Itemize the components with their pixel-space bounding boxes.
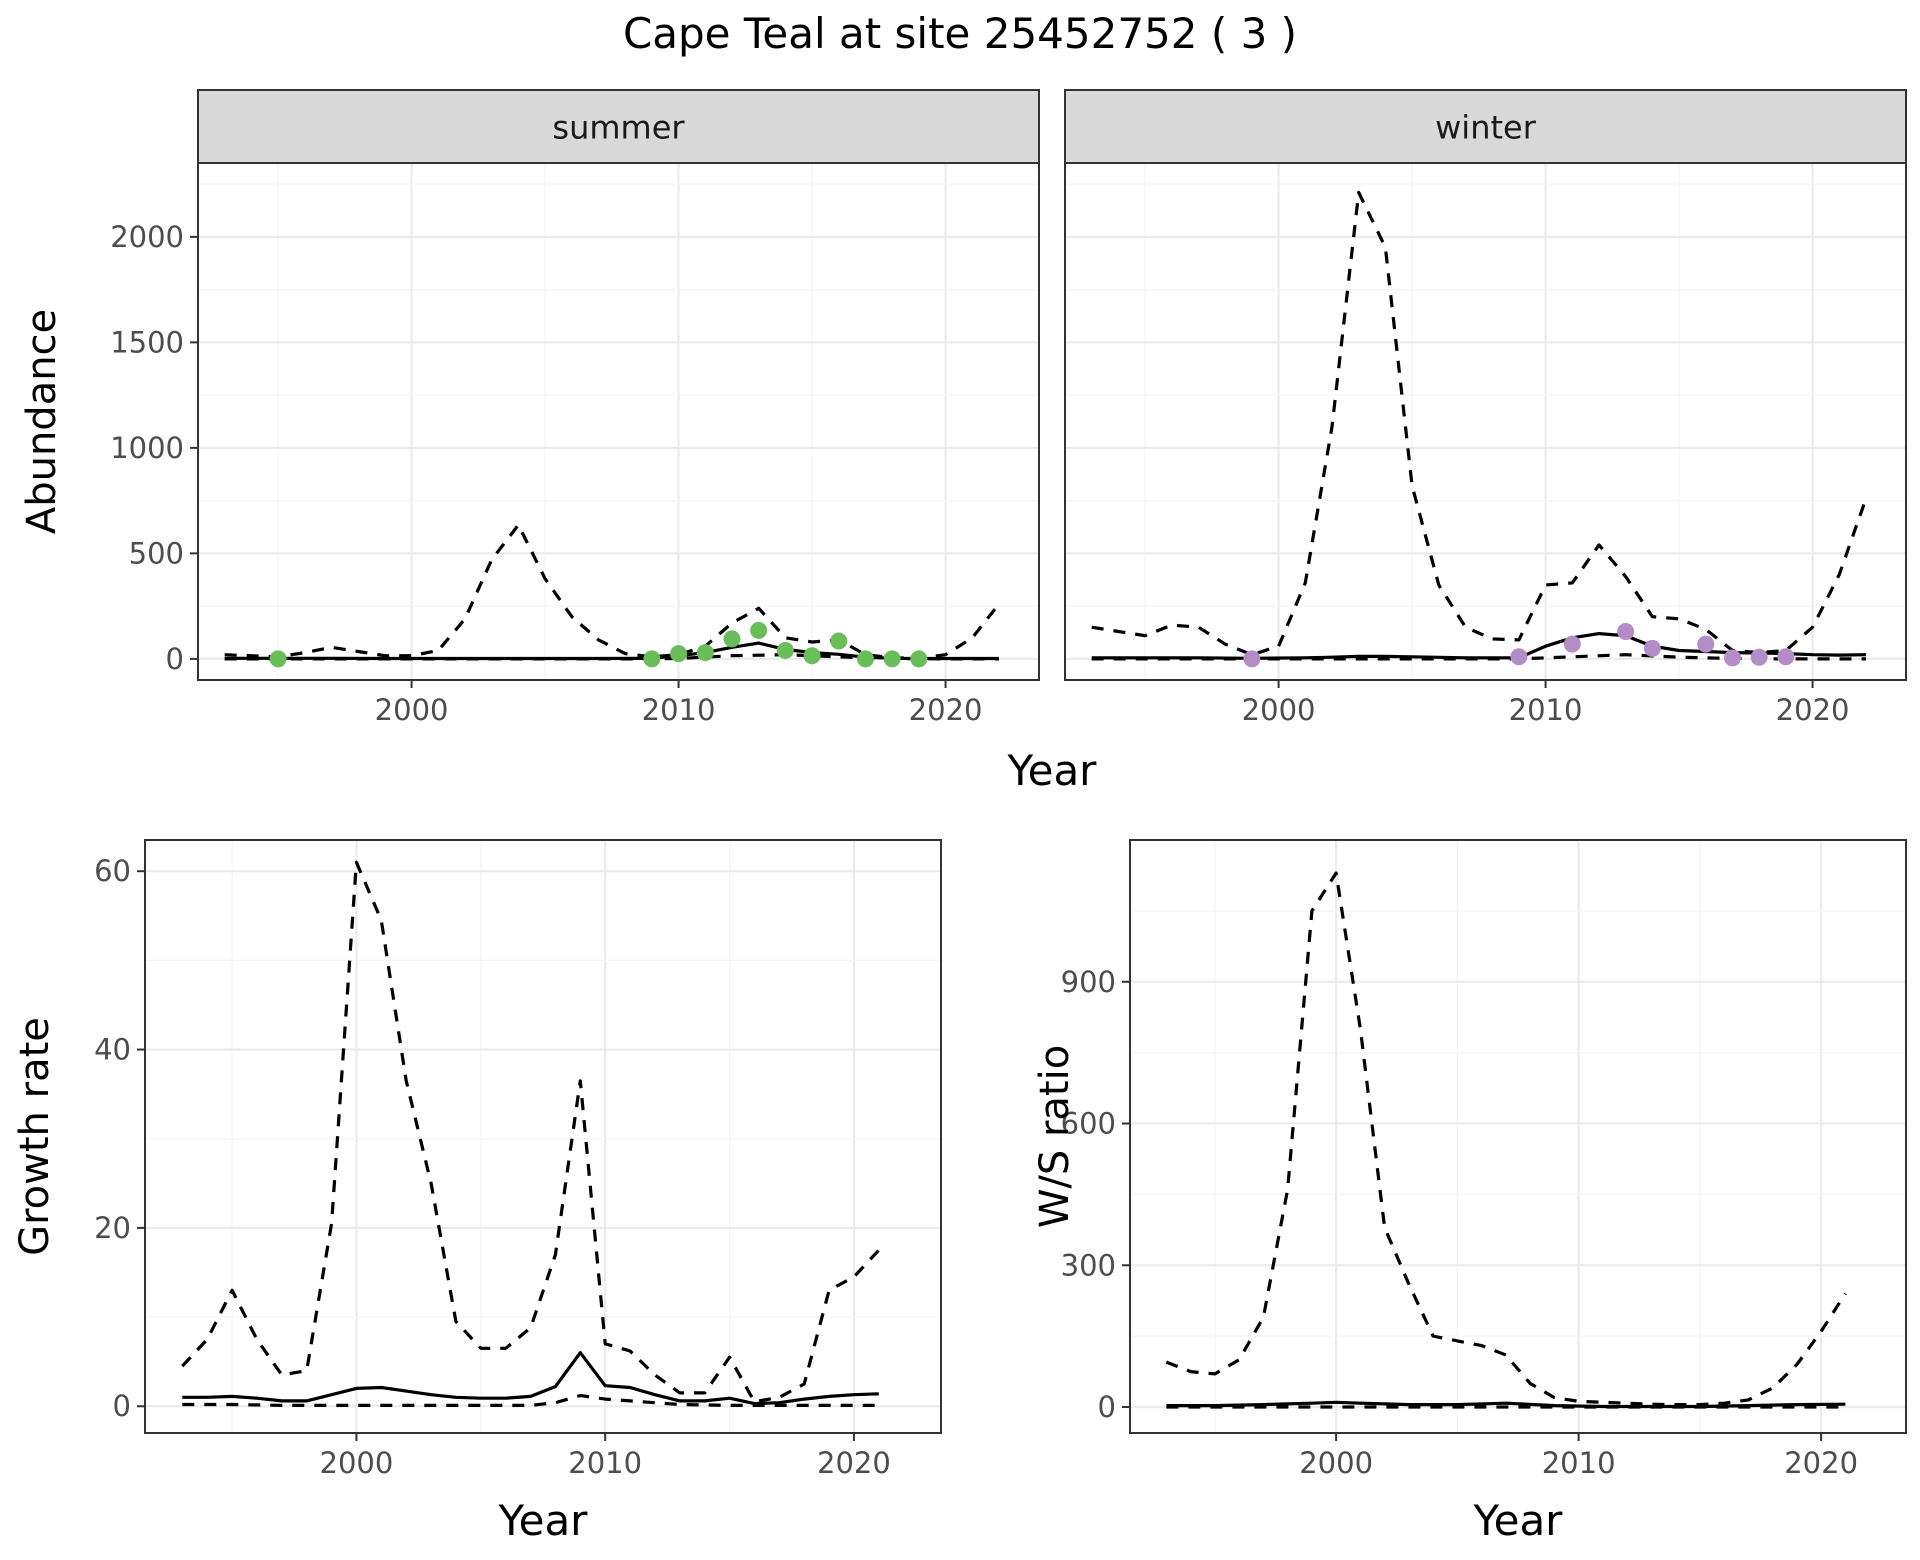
panel-winter: winter 2000 2010 2020 (1064, 89, 1907, 727)
y-tick-label: 300 (1061, 1248, 1116, 1282)
x-axis-label-top: Year (1007, 746, 1098, 795)
data-point (1643, 639, 1661, 657)
data-point (643, 650, 661, 668)
series-line-dashed-1 (224, 523, 1001, 660)
panel-border (144, 839, 942, 1434)
data-point (1510, 648, 1528, 666)
series-group (181, 860, 880, 1407)
series-line-solid-0 (1091, 632, 1867, 660)
series-line-dashed-2 (1091, 653, 1866, 661)
series-line-dashed-2 (182, 1393, 879, 1407)
data-point (910, 650, 928, 668)
data-point (670, 645, 688, 663)
series-line-dashed-1 (1091, 190, 1868, 657)
data-point (696, 644, 714, 662)
facet-strip-label: summer (552, 109, 685, 147)
data-point (803, 647, 821, 665)
y-tick-label: 0 (166, 642, 184, 676)
y-tick-label: 2000 (110, 220, 184, 254)
y-tick-label: 500 (129, 536, 184, 570)
data-point (1617, 622, 1635, 640)
data-point (856, 650, 874, 668)
data-point (883, 650, 901, 668)
y-axis-label: W/S ratio (1032, 1045, 1078, 1228)
y-tick-label: 0 (1098, 1390, 1116, 1424)
x-tick-label: 2000 (320, 1446, 394, 1480)
y-tick-label: 1500 (110, 325, 184, 359)
data-point (1750, 648, 1768, 666)
panel-ws_ratio: 2000 2010 2020 0 300 600 900 W/S ratio Year (1032, 839, 1907, 1545)
y-tick-label: 0 (113, 1389, 131, 1423)
x-tick-label: 2010 (642, 693, 716, 727)
y-tick-label: 600 (1061, 1107, 1116, 1141)
x-tick-label: 2020 (1776, 693, 1850, 727)
data-point (750, 621, 768, 639)
x-tick-label: 2010 (1542, 1446, 1616, 1480)
y-tick-label: 1000 (110, 431, 184, 465)
data-point (1563, 635, 1581, 653)
y-tick-label: 20 (94, 1211, 131, 1245)
y-axis-label: Growth rate (12, 1017, 58, 1256)
facet-strip (1064, 89, 1907, 164)
facet-strip (197, 89, 1040, 164)
x-tick-label: 2000 (375, 693, 449, 727)
panel-summer: summer 2000 2010 2020 0 500 1000 1500 2000 Abunda… (19, 89, 1040, 727)
grid (1065, 163, 1906, 680)
x-tick-label: 2020 (1784, 1446, 1858, 1480)
series-group (1165, 871, 1847, 1409)
panel-growth: 2000 2010 2020 0 20 40 60 Growth rate Year (12, 839, 942, 1545)
x-tick-label: 2020 (817, 1446, 891, 1480)
grid (198, 163, 1039, 680)
x-tick-label: 2000 (1242, 693, 1316, 727)
data-point (830, 632, 848, 650)
data-point (1697, 635, 1715, 653)
x-tick-label: 2020 (909, 693, 983, 727)
x-tick-label: 2000 (1299, 1446, 1373, 1480)
y-tick-label: 60 (94, 854, 131, 888)
data-point (1243, 650, 1261, 668)
series-group (1091, 190, 1868, 668)
data-point (1723, 649, 1741, 667)
chart-title: Cape Teal at site 25452752 ( 3 ) (623, 9, 1297, 58)
facet-strip-label: winter (1435, 109, 1537, 147)
x-axis-label: Year (498, 1496, 589, 1545)
series-line-solid-0 (224, 641, 999, 661)
data-point (776, 641, 794, 659)
data-point (1777, 648, 1795, 666)
y-axis-label: Abundance (19, 309, 65, 534)
series-line-dashed-1 (181, 860, 880, 1404)
series-group (224, 523, 1001, 668)
x-tick-label: 2010 (1509, 693, 1583, 727)
x-tick-label: 2010 (568, 1446, 642, 1480)
panel-border (1064, 162, 1907, 681)
panel-border (1129, 839, 1907, 1434)
y-tick-label: 900 (1061, 965, 1116, 999)
data-point (723, 630, 741, 648)
panel-border (197, 162, 1040, 681)
grid (145, 840, 941, 1433)
data-point (269, 650, 287, 668)
series-line-dashed-1 (1165, 871, 1847, 1407)
x-axis-label: Year (1473, 1496, 1564, 1545)
series-line-solid-0 (182, 1351, 879, 1406)
y-tick-label: 40 (94, 1033, 131, 1067)
